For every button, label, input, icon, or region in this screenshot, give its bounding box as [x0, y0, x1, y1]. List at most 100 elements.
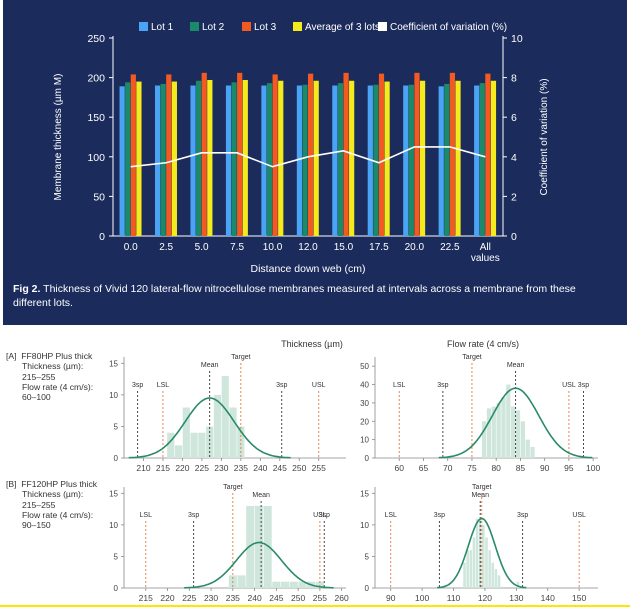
hist-y-tick-label: 5 — [365, 552, 370, 561]
hist-bar — [289, 581, 298, 588]
legend-swatch — [293, 22, 302, 31]
hist-x-tick-label: 260 — [335, 593, 349, 603]
hist-x-tick-label: 75 — [467, 463, 477, 473]
bar-lot-2 — [444, 83, 450, 236]
hist-x-tick-label: 220 — [175, 463, 189, 473]
hist-x-tick-label: 255 — [313, 593, 327, 603]
hist-x-tick-label: 65 — [419, 463, 429, 473]
hist-y-tick-label: 0 — [114, 454, 119, 463]
x-tick-label: 22.5 — [440, 242, 460, 253]
hist-bar — [482, 524, 485, 588]
hist-y-tick-label: 20 — [360, 417, 369, 426]
hist-y-tick-label: 10 — [109, 391, 118, 400]
bar-average-of-3-lots — [455, 80, 461, 236]
bar-lot-2 — [266, 83, 273, 236]
bar-lot-1 — [119, 86, 125, 236]
hist-bar — [229, 407, 237, 458]
hist-x-tick-label: 240 — [253, 463, 267, 473]
bar-lot-1 — [296, 85, 302, 237]
row-a-thickness-range: 215–255 — [22, 371, 56, 382]
hist-bar — [272, 581, 281, 588]
hist-bar — [516, 581, 520, 588]
hist-y-tick-label: 10 — [109, 521, 118, 530]
x-tick-label-line: 12.0 — [298, 242, 318, 253]
hist-y-tick-label: 40 — [360, 381, 369, 390]
bar-lot-1 — [332, 85, 338, 237]
hist-bar — [486, 408, 492, 458]
hist-x-tick-label: 90 — [386, 593, 396, 603]
bar-average-of-3-lots — [207, 79, 213, 236]
marker-label-usl: USL — [313, 512, 327, 519]
hist-bar — [263, 505, 272, 588]
y-right-tick-label: 8 — [511, 73, 517, 85]
hist-bar — [228, 575, 237, 588]
x-tick-label: All values — [471, 242, 500, 264]
hist-x-tick-label: 220 — [160, 593, 174, 603]
marker-label-usl: USL — [572, 512, 586, 519]
x-tick-label-line: 0.0 — [124, 242, 138, 253]
hist-x-tick-label: 215 — [139, 593, 153, 603]
hist-y-tick-label: 10 — [360, 436, 369, 445]
histogram-a-flow: 0 10 20 30 40 50 60 65 70 75 80 85 90 95 100 LSL 3sp Targ… — [360, 354, 600, 473]
hist-y-tick-label: 0 — [114, 584, 119, 593]
hist-x-tick-label: 95 — [564, 463, 574, 473]
row-b-flow-range: 90–150 — [22, 520, 51, 531]
x-tick-label-line: 15.0 — [334, 242, 354, 253]
hist-bar — [167, 432, 175, 458]
x-tick-label-line: 5.0 — [195, 242, 209, 253]
bar-lot-3 — [343, 72, 349, 237]
row-a-description: [A] FF80HP Plus thick Thickness (µm): 21… — [6, 351, 93, 402]
hist-y-tick-label: 50 — [360, 362, 369, 371]
histogram-b-thickness: 0 5 10 15 215 220 225 230 235 240 245 250 255 260 LSL 3… — [109, 484, 349, 603]
hist-x-tick-label: 225 — [182, 593, 196, 603]
legend-label: Lot 2 — [202, 22, 225, 33]
hist-x-tick-label: 235 — [234, 463, 248, 473]
bar-lot-3 — [201, 72, 207, 237]
row-a-product: FF80HP Plus thick — [21, 351, 93, 361]
hist-bar — [307, 581, 316, 588]
x-tick-label: 0.0 — [124, 242, 138, 253]
hist-x-tick-label: 100 — [415, 593, 429, 603]
hist-bar — [237, 426, 245, 458]
x-tick-label: 20.0 — [405, 242, 425, 253]
hist-y-tick-label: 0 — [365, 454, 370, 463]
bar-average-of-3-lots — [490, 80, 497, 236]
normal-curve — [184, 541, 334, 589]
bar-lot-1 — [225, 85, 232, 237]
legend-swatch — [190, 22, 199, 31]
hist-y-tick-label: 10 — [360, 521, 369, 530]
y-right-tick-label: 2 — [511, 191, 517, 203]
hist-bar — [525, 439, 530, 458]
histogram-b-flow: 0 5 10 15 90 100 110 120 130 140 150 LSL 3sp TargetMe… — [360, 484, 598, 603]
thickness-column-title: Thickness (µm) — [281, 339, 343, 349]
bar-lot-3 — [485, 73, 491, 236]
bar-lot-2 — [408, 84, 414, 236]
hist-x-tick-label: 80 — [491, 463, 501, 473]
marker-label-target: Target — [231, 354, 251, 361]
x-tick-label-line: 22.5 — [440, 242, 460, 253]
hist-x-tick-label: 120 — [478, 593, 492, 603]
x-tick-label: 5.0 — [195, 242, 209, 253]
bar-average-of-3-lots — [136, 81, 142, 236]
bar-lot-2 — [479, 83, 485, 236]
hist-x-tick-label: 225 — [195, 463, 209, 473]
y-tick-label: 0 — [99, 231, 105, 243]
caption-label: Fig 2. — [13, 283, 41, 295]
hist-x-tick-label: 230 — [214, 463, 228, 473]
marker-label-lsl: LSL — [157, 382, 170, 389]
bar-average-of-3-lots — [171, 81, 177, 236]
hist-bar — [221, 375, 229, 458]
hist-x-tick-label: 150 — [572, 593, 586, 603]
x-tick-label-line: 2.5 — [159, 242, 173, 253]
hist-x-tick-label: 90 — [540, 463, 550, 473]
marker-label-usl: USL — [562, 382, 576, 389]
hist-y-tick-label: 15 — [360, 489, 369, 498]
marker-label-lsl: LSL — [384, 512, 397, 519]
hist-bar — [530, 446, 535, 458]
hist-x-tick-label: 245 — [269, 593, 283, 603]
bar-lot-2 — [231, 82, 237, 237]
marker-label-3sp: 3sp — [437, 382, 448, 389]
hist-y-tick-label: 5 — [114, 422, 119, 431]
bar-lot-1 — [154, 85, 161, 237]
bar-lot-3 — [378, 73, 385, 236]
